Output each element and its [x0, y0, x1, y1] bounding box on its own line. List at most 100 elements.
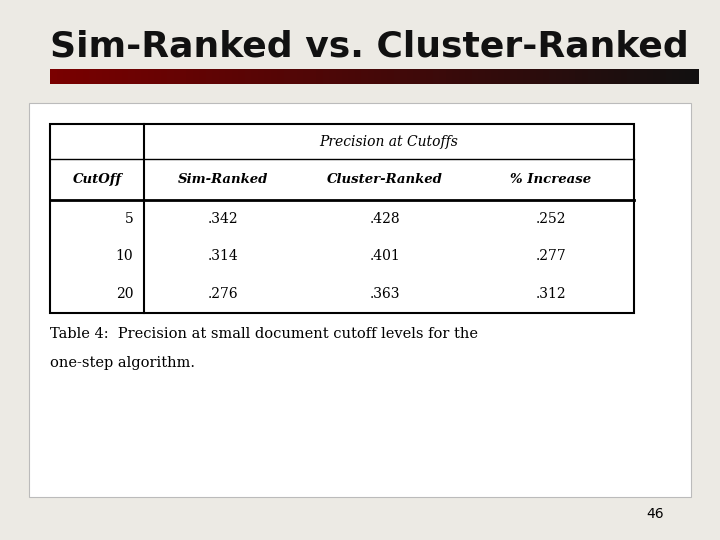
Bar — [614, 69, 621, 84]
Bar — [109, 69, 116, 84]
Bar — [284, 69, 291, 84]
Bar — [323, 69, 330, 84]
Bar — [141, 69, 148, 84]
Bar — [595, 69, 602, 84]
Bar — [575, 69, 582, 84]
Bar — [232, 69, 239, 84]
Bar — [608, 69, 615, 84]
Bar — [491, 69, 498, 84]
Bar — [128, 69, 135, 84]
Bar — [174, 69, 181, 84]
Bar — [96, 69, 103, 84]
Bar — [433, 69, 440, 84]
Text: .314: .314 — [208, 249, 238, 264]
Bar — [588, 69, 595, 84]
Bar — [413, 69, 420, 84]
Text: 46: 46 — [647, 507, 664, 521]
Bar — [374, 69, 382, 84]
Text: Sim-Ranked: Sim-Ranked — [178, 173, 269, 186]
Text: .277: .277 — [536, 249, 566, 264]
Bar — [685, 69, 693, 84]
Text: 5: 5 — [125, 212, 133, 226]
Bar — [258, 69, 265, 84]
Text: one-step algorithm.: one-step algorithm. — [50, 356, 195, 370]
Bar — [212, 69, 220, 84]
Bar — [310, 69, 317, 84]
Bar — [89, 69, 96, 84]
Bar — [692, 69, 699, 84]
Text: .276: .276 — [208, 287, 238, 301]
Bar — [361, 69, 369, 84]
Text: .428: .428 — [370, 212, 400, 226]
Bar — [549, 69, 557, 84]
Bar — [621, 69, 628, 84]
Bar — [329, 69, 336, 84]
Bar — [465, 69, 472, 84]
Bar — [63, 69, 71, 84]
Bar — [478, 69, 485, 84]
Bar — [634, 69, 641, 84]
Bar — [264, 69, 271, 84]
Bar — [452, 69, 459, 84]
Bar — [394, 69, 401, 84]
Bar — [219, 69, 226, 84]
Bar — [225, 69, 233, 84]
Bar — [122, 69, 129, 84]
Text: 10: 10 — [116, 249, 133, 264]
Bar — [206, 69, 213, 84]
Bar — [679, 69, 686, 84]
Bar — [186, 69, 194, 84]
Text: .401: .401 — [370, 249, 400, 264]
Bar — [297, 69, 304, 84]
Bar — [355, 69, 362, 84]
Text: Cluster-Ranked: Cluster-Ranked — [328, 173, 443, 186]
Bar — [70, 69, 77, 84]
Bar — [115, 69, 122, 84]
Bar — [83, 69, 90, 84]
Bar — [348, 69, 356, 84]
Bar — [510, 69, 518, 84]
Bar — [439, 69, 446, 84]
Bar — [627, 69, 634, 84]
FancyBboxPatch shape — [29, 103, 691, 497]
Bar — [180, 69, 187, 84]
Bar — [76, 69, 84, 84]
Bar — [517, 69, 524, 84]
Bar — [666, 69, 673, 84]
Text: Sim-Ranked vs. Cluster-Ranked: Sim-Ranked vs. Cluster-Ranked — [50, 30, 689, 64]
Bar — [601, 69, 608, 84]
Bar — [50, 69, 58, 84]
Bar — [498, 69, 505, 84]
Bar — [400, 69, 408, 84]
Bar — [102, 69, 109, 84]
Text: Table 4:  Precision at small document cutoff levels for the: Table 4: Precision at small document cut… — [50, 327, 478, 341]
Bar — [316, 69, 323, 84]
Bar — [342, 69, 349, 84]
Bar — [523, 69, 531, 84]
Bar — [672, 69, 680, 84]
Bar — [530, 69, 537, 84]
Bar — [251, 69, 258, 84]
Bar — [167, 69, 174, 84]
Bar — [193, 69, 200, 84]
Bar — [238, 69, 246, 84]
Bar — [57, 69, 64, 84]
Bar — [485, 69, 492, 84]
Bar — [135, 69, 142, 84]
Bar — [647, 69, 654, 84]
Bar — [653, 69, 660, 84]
Bar — [582, 69, 589, 84]
Bar — [504, 69, 511, 84]
Bar — [148, 69, 155, 84]
Bar — [407, 69, 414, 84]
Text: 20: 20 — [116, 287, 133, 301]
Bar — [640, 69, 647, 84]
Bar — [472, 69, 479, 84]
Bar — [368, 69, 375, 84]
Text: .312: .312 — [536, 287, 566, 301]
Bar — [536, 69, 544, 84]
Bar — [387, 69, 395, 84]
Text: Precision at Cutoffs: Precision at Cutoffs — [320, 135, 458, 148]
Bar — [154, 69, 161, 84]
Bar — [556, 69, 563, 84]
